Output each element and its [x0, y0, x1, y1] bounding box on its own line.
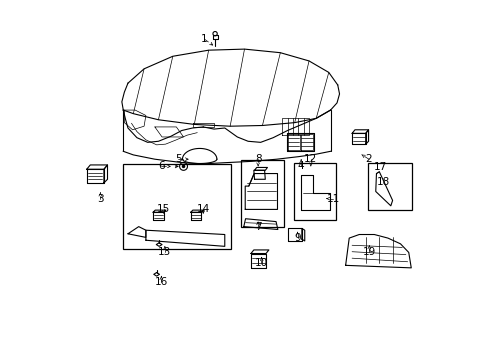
Text: 14: 14	[196, 204, 209, 215]
Text: 13: 13	[158, 247, 171, 257]
Text: 2: 2	[365, 154, 371, 164]
Text: 11: 11	[326, 194, 339, 204]
Bar	[241, 160, 284, 227]
Text: 8: 8	[254, 154, 261, 164]
Text: 5: 5	[175, 154, 181, 164]
Text: 1: 1	[201, 34, 207, 44]
Bar	[293, 163, 335, 220]
Text: 15: 15	[157, 204, 170, 215]
Circle shape	[182, 165, 184, 167]
Text: 17: 17	[373, 162, 386, 172]
Text: 7: 7	[254, 222, 261, 231]
Bar	[367, 163, 411, 211]
Text: 18: 18	[376, 177, 389, 187]
Text: 10: 10	[255, 258, 268, 268]
Text: 6: 6	[158, 161, 164, 171]
Text: 4: 4	[297, 161, 304, 171]
Text: 12: 12	[304, 154, 317, 164]
Text: 3: 3	[97, 194, 103, 204]
Text: 9: 9	[294, 233, 300, 243]
Text: 19: 19	[362, 247, 375, 257]
Bar	[123, 164, 230, 249]
Text: 16: 16	[154, 277, 167, 287]
